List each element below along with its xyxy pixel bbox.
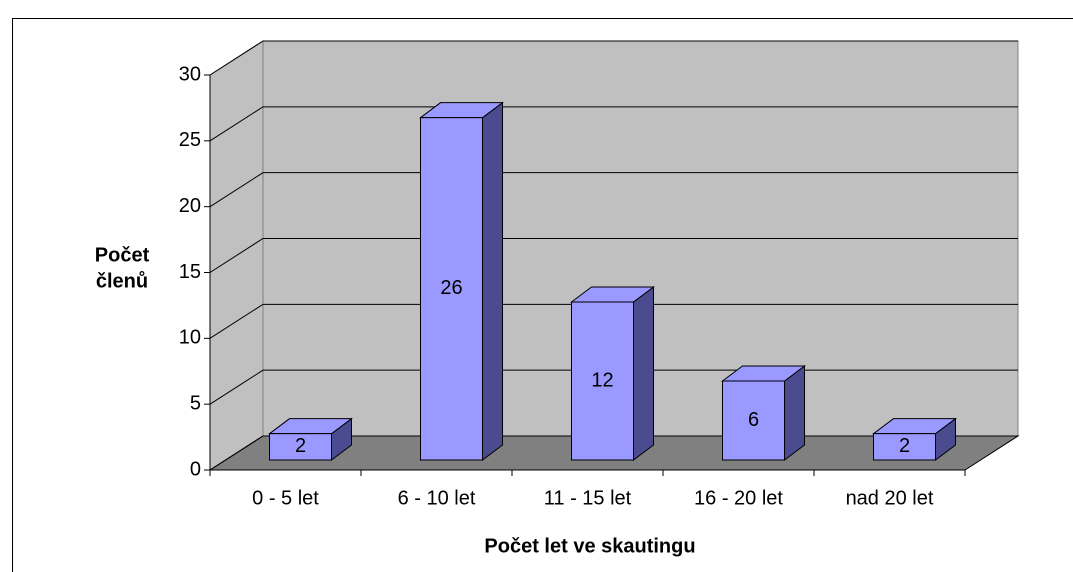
grid-line: [209, 172, 1018, 208]
grid-line: [209, 238, 1018, 273]
y-tick-label: 5: [190, 392, 201, 414]
grid-line: [209, 40, 1018, 76]
x-tick-label: 6 - 10 let: [398, 487, 476, 509]
bar: [571, 301, 634, 461]
bar: [873, 433, 936, 461]
x-tick-label: 11 - 15 let: [544, 487, 632, 509]
bar: [722, 380, 785, 461]
y-tick-label: 25: [179, 129, 201, 151]
y-tick-label: 0: [190, 458, 201, 480]
data-label: 26: [440, 277, 462, 299]
y-axis-title: členů: [96, 270, 148, 292]
y-tick-label: 30: [179, 63, 201, 85]
data-label: 2: [899, 435, 910, 457]
bar-side: [784, 365, 805, 461]
x-tick-label: 16 - 20 let: [694, 487, 783, 509]
data-label: 2: [295, 435, 306, 457]
data-label: 6: [748, 409, 759, 431]
y-tick-label: 20: [179, 195, 201, 217]
y-tick-label: 10: [179, 327, 201, 349]
bar: [420, 117, 483, 461]
x-axis-title: Počet let ve skautingu: [484, 535, 695, 557]
data-label: 12: [591, 369, 613, 391]
y-axis-title: Počet: [95, 244, 150, 266]
bar-side: [633, 286, 654, 461]
grid-line: [209, 303, 1018, 339]
x-tick-label: 0 - 5 let: [252, 487, 319, 509]
bar-side: [482, 101, 503, 461]
grid-line: [209, 106, 1018, 142]
x-tick-label: nad 20 let: [846, 487, 934, 509]
bar: [269, 433, 332, 461]
y-tick-label: 15: [179, 261, 201, 283]
